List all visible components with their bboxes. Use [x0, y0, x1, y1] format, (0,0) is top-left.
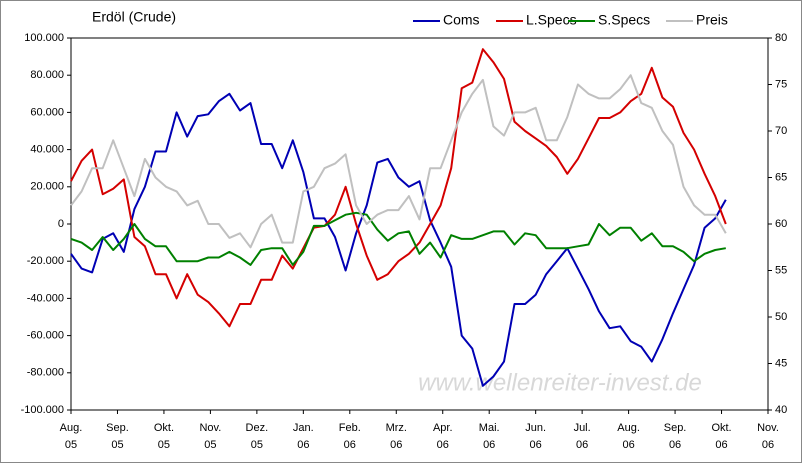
x-tick-label: Okt. 05	[154, 422, 174, 451]
y-tick-label: -20.000	[27, 255, 64, 267]
y-tick-label: 60.000	[30, 106, 64, 118]
x-tick-label: Sep. 05	[106, 422, 129, 451]
y2-tick-label: 40	[775, 404, 787, 416]
y-tick-label: 40.000	[30, 144, 64, 156]
x-tick-label: Dez. 05	[246, 422, 269, 451]
x-tick-label: Nov. 06	[757, 422, 779, 451]
x-tick-label: Sep. 06	[664, 422, 687, 451]
series-line	[70, 48, 727, 328]
y-tick-label: 0	[58, 218, 64, 230]
x-tick-label: Mai. 06	[479, 422, 500, 451]
y-tick-label: -60.000	[27, 330, 64, 342]
x-tick-label: Aug. 05	[60, 422, 83, 451]
series-line	[70, 92, 727, 387]
x-tick-label: Nov. 05	[199, 422, 221, 451]
y-tick-label: 20.000	[30, 181, 64, 193]
y2-tick-label: 80	[775, 32, 787, 44]
chart-title: Erdöl (Crude)	[92, 9, 176, 25]
series-line	[70, 211, 726, 266]
x-tick-label: Mrz. 06	[386, 422, 407, 451]
y-tick-label: -80.000	[27, 367, 64, 379]
x-tick-label: Feb. 06	[339, 422, 361, 451]
plot-area	[70, 37, 769, 411]
y2-tick-label: 45	[775, 357, 787, 369]
x-tick-label: Okt. 06	[711, 422, 731, 451]
y2-tick-label: 50	[775, 311, 787, 323]
y2-tick-label: 75	[775, 78, 787, 90]
y-tick-label: 100.000	[24, 32, 64, 44]
watermark: www.wellenreiter-invest.de	[418, 369, 702, 396]
legend-label: Preis	[696, 12, 728, 28]
y-tick-label: 80.000	[30, 69, 64, 81]
x-tick-label: Aug. 06	[617, 422, 640, 451]
y2-tick-label: 55	[775, 264, 787, 276]
x-tick-label: Jan. 06	[293, 422, 314, 451]
x-tick-label: Apr. 06	[433, 422, 453, 451]
legend-label: S.Specs	[598, 12, 650, 28]
series-line	[70, 74, 727, 249]
y-tick-label: -40.000	[27, 292, 64, 304]
legend-label: L.Specs	[526, 12, 577, 28]
y2-tick-label: 70	[775, 125, 787, 137]
x-tick-label: Jun. 06	[525, 422, 546, 451]
legend-label: Coms	[443, 12, 480, 28]
x-tick-label: Jul. 06	[574, 422, 591, 451]
y2-tick-label: 65	[775, 171, 787, 183]
y2-tick-label: 60	[775, 218, 787, 230]
y-tick-label: -100.000	[21, 404, 64, 416]
